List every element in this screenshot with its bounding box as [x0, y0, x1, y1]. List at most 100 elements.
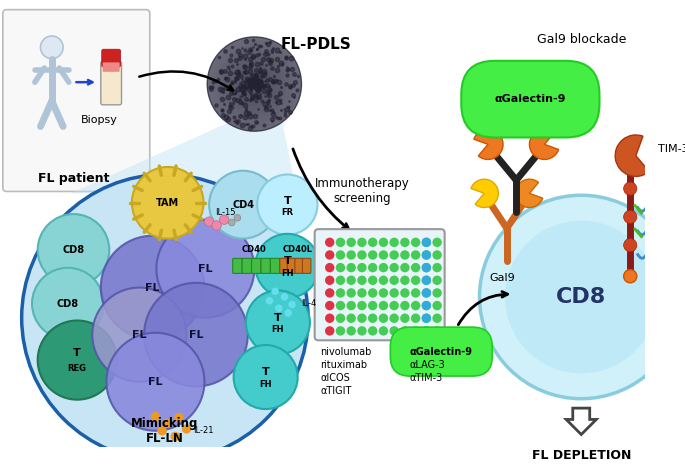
Circle shape	[411, 313, 421, 323]
Circle shape	[422, 326, 431, 336]
Circle shape	[347, 276, 356, 285]
Wedge shape	[471, 179, 499, 207]
FancyArrow shape	[566, 408, 597, 434]
Circle shape	[379, 238, 388, 247]
Circle shape	[256, 234, 319, 298]
Circle shape	[271, 288, 279, 295]
Text: αTIM-3: αTIM-3	[410, 373, 443, 383]
Circle shape	[432, 238, 442, 247]
Circle shape	[357, 238, 366, 247]
FancyBboxPatch shape	[302, 258, 311, 273]
Wedge shape	[615, 135, 649, 177]
Circle shape	[215, 45, 294, 123]
Text: T: T	[284, 256, 291, 266]
FancyBboxPatch shape	[261, 258, 271, 273]
Circle shape	[422, 326, 431, 336]
Text: T: T	[284, 196, 291, 206]
Circle shape	[432, 288, 442, 297]
Circle shape	[336, 313, 345, 323]
Text: T: T	[274, 313, 282, 323]
Circle shape	[390, 326, 399, 336]
Circle shape	[347, 238, 356, 247]
Circle shape	[422, 276, 431, 285]
Text: Mimicking
FL-LN: Mimicking FL-LN	[131, 417, 199, 445]
Circle shape	[132, 167, 203, 239]
Circle shape	[623, 182, 637, 195]
Circle shape	[400, 263, 410, 272]
Circle shape	[217, 47, 291, 121]
Circle shape	[422, 250, 431, 260]
Circle shape	[379, 250, 388, 260]
Circle shape	[422, 263, 431, 272]
Circle shape	[379, 288, 388, 297]
Text: FR: FR	[282, 208, 293, 217]
Circle shape	[400, 301, 410, 310]
Circle shape	[251, 80, 258, 88]
FancyBboxPatch shape	[314, 229, 445, 340]
Circle shape	[171, 432, 180, 441]
Circle shape	[400, 238, 410, 247]
Circle shape	[400, 313, 410, 323]
Circle shape	[390, 250, 399, 260]
Circle shape	[240, 70, 269, 98]
Circle shape	[368, 326, 377, 336]
Text: REG: REG	[68, 364, 87, 373]
Text: Biopsy: Biopsy	[80, 115, 117, 125]
Circle shape	[257, 175, 317, 235]
Text: αICOS: αICOS	[321, 373, 350, 383]
Circle shape	[422, 301, 431, 310]
Circle shape	[325, 263, 334, 272]
Circle shape	[379, 276, 388, 285]
Text: FL: FL	[145, 283, 160, 292]
Circle shape	[156, 219, 254, 318]
Circle shape	[174, 413, 184, 422]
Circle shape	[158, 426, 166, 435]
Circle shape	[422, 276, 431, 285]
Circle shape	[379, 313, 388, 323]
Circle shape	[390, 288, 399, 297]
Circle shape	[220, 50, 288, 119]
Text: TAM: TAM	[156, 198, 179, 208]
FancyBboxPatch shape	[287, 258, 296, 273]
FancyBboxPatch shape	[279, 258, 288, 273]
Circle shape	[368, 238, 377, 247]
Text: αGalectin-9: αGalectin-9	[495, 94, 566, 104]
Circle shape	[432, 263, 442, 272]
Circle shape	[390, 313, 399, 323]
Circle shape	[243, 73, 266, 95]
Circle shape	[227, 57, 281, 111]
Text: CD4: CD4	[232, 200, 254, 210]
Text: IL-15: IL-15	[215, 208, 235, 217]
Text: CD40: CD40	[242, 245, 266, 255]
FancyBboxPatch shape	[3, 10, 150, 191]
Text: αLAG-3: αLAG-3	[410, 360, 445, 370]
Circle shape	[325, 301, 334, 310]
Circle shape	[400, 326, 410, 336]
Circle shape	[347, 326, 356, 336]
Circle shape	[238, 68, 271, 100]
Circle shape	[325, 238, 334, 247]
Circle shape	[336, 288, 345, 297]
Circle shape	[151, 412, 160, 421]
Circle shape	[336, 263, 345, 272]
Circle shape	[288, 301, 296, 308]
Text: FL: FL	[188, 330, 203, 340]
Text: IL-21: IL-21	[193, 426, 214, 435]
Circle shape	[325, 276, 334, 285]
Circle shape	[411, 326, 421, 336]
Circle shape	[411, 238, 421, 247]
Circle shape	[219, 215, 229, 225]
Polygon shape	[532, 461, 630, 467]
Circle shape	[390, 263, 399, 272]
Circle shape	[235, 65, 273, 103]
Text: Immunotherapy
screening: Immunotherapy screening	[315, 177, 410, 205]
Circle shape	[347, 288, 356, 297]
Circle shape	[233, 63, 276, 106]
Circle shape	[422, 313, 431, 323]
Text: FL: FL	[132, 330, 147, 340]
Circle shape	[400, 250, 410, 260]
Text: CD8: CD8	[62, 245, 84, 255]
Text: αTIGIT: αTIGIT	[321, 386, 351, 396]
Circle shape	[505, 221, 658, 373]
Circle shape	[379, 326, 388, 336]
